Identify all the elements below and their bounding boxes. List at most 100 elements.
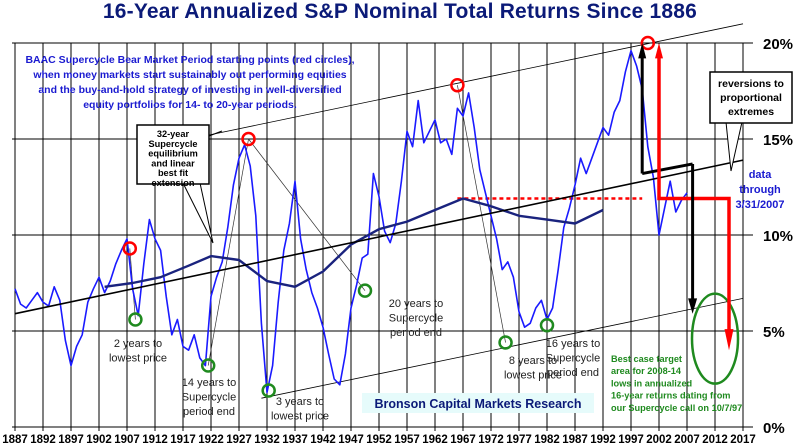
target-note-line: Best case target: [611, 354, 682, 364]
note-annotation-line: 16 years to: [546, 338, 600, 350]
target-note-line: lows in annualized: [611, 378, 692, 388]
equilibrium-box: [136, 124, 210, 185]
equilibrium-box-line: equilibrium: [148, 149, 198, 159]
grid: [12, 42, 753, 428]
equilibrium-box-line: extension: [152, 178, 195, 188]
note-annotation-line: Supercycle: [182, 392, 236, 404]
returns-line: [14, 49, 688, 394]
intro-annotation-line: and the buy-and-hold strategy of investi…: [38, 84, 341, 96]
intro-annotation-line: equity portfolios for 14- to 20-year per…: [83, 99, 297, 111]
red-circle-marker: [241, 131, 256, 147]
green-circle-marker: [200, 358, 216, 373]
equilibrium-box-line: best fit: [158, 168, 188, 178]
black-up-arrow-head: [638, 43, 647, 59]
source-banner-bg: [362, 393, 594, 413]
series-layer: [14, 49, 744, 394]
green-circle-marker: [357, 283, 373, 298]
red-circle-marker: [640, 35, 656, 51]
x-axis: 1887 1892 1897 1902 1907 1912 1917 1922 1927 1932…: [2, 423, 756, 446]
decline-connector-line: [248, 138, 366, 291]
note-annotation-line: Supercycle: [546, 353, 600, 365]
best-fit-extension-thick: [641, 162, 693, 176]
x-tick-label: 1932: [254, 434, 280, 446]
x-tick-label: 1892: [30, 434, 56, 446]
green-circle-marker: [498, 335, 513, 350]
data-through-line: data: [749, 169, 773, 181]
note-annotation-line: lowest price: [504, 370, 562, 382]
x-tick-label: 1987: [562, 434, 588, 446]
note-annotation-line: 3 years to: [276, 396, 324, 408]
red-up-arrow-head: [655, 43, 663, 59]
x-tick-label: 1942: [310, 434, 336, 446]
note-annotation-line: 14 years to: [182, 377, 236, 389]
reversions-box-line: proportional: [720, 92, 782, 104]
x-tick-label: 2012: [702, 434, 728, 446]
x-tick-label: 1902: [86, 434, 112, 446]
note-annotation-line: period end: [547, 367, 599, 379]
x-tick-label: 1962: [422, 434, 448, 446]
chart-title: 16-Year Annualized S&P Nominal Total Ret…: [102, 0, 698, 23]
intro-annotation-line: BAAC Supercycle Bear Market Period start…: [25, 54, 354, 66]
reversions-box-line: reversions to: [718, 78, 784, 90]
x-tick-label: 1997: [618, 434, 644, 446]
x-tick-label: 1922: [198, 434, 224, 446]
x-tick-label: 1912: [142, 434, 168, 446]
target-note-line: 16-year returns dating from: [611, 391, 730, 401]
x-tick-label: 2017: [730, 434, 756, 446]
black-down-arrow-head: [688, 298, 698, 314]
note-annotation-line: 20 years to: [389, 298, 443, 310]
target-note-line: area for 2008-14: [611, 366, 682, 376]
note-annotation-line: Supercycle: [389, 313, 443, 325]
x-tick-label: 1977: [506, 434, 532, 446]
x-tick-label: 1957: [394, 434, 420, 446]
data-through-line: 3/31/2007: [736, 199, 785, 211]
source-label: Bronson Capital Markets Research: [374, 397, 581, 411]
red-down-arrow-head: [724, 329, 734, 351]
target-note-line: our Supercycle call on 10/7/97: [611, 403, 742, 413]
x-tick-label: 1947: [338, 434, 364, 446]
decline-connector-line: [457, 85, 506, 343]
y-tick-label: 15%: [763, 132, 793, 149]
note-annotation-line: period end: [183, 406, 235, 418]
x-tick-label: 1907: [114, 434, 140, 446]
intro-annotation-line: when money markets start sustainably out…: [32, 69, 346, 81]
red-circle-marker: [450, 77, 465, 93]
note-annotation-line: 8 years to: [509, 355, 557, 367]
reversions-callout-pointer: [725, 121, 743, 172]
x-tick-label: 1992: [590, 434, 616, 446]
note-annotation-line: 2 years to: [114, 338, 162, 350]
equilibrium-box-line: 32-year: [157, 129, 190, 139]
y-tick-label: 0%: [763, 420, 785, 437]
annotations-layer: BAAC Supercycle Bear Market Period start…: [25, 54, 793, 423]
y-tick-label: 20%: [763, 36, 793, 53]
green-circle-marker: [261, 383, 276, 398]
green-circle-marker: [539, 317, 555, 333]
best-fit-line: [14, 159, 744, 315]
x-tick-label: 1927: [226, 434, 252, 446]
x-tick-label: 1897: [58, 434, 84, 446]
markers-layer: [122, 35, 740, 398]
y-tick-label: 5%: [763, 324, 785, 341]
x-tick-label: 1967: [450, 434, 476, 446]
data-through-line: through: [739, 184, 781, 196]
x-tick-label: 1952: [366, 434, 392, 446]
note-annotation-line: lowest price: [271, 411, 329, 423]
x-tick-label: 2007: [674, 434, 700, 446]
reversions-box-line: extremes: [728, 106, 774, 118]
equilibrium-line: [104, 197, 604, 288]
reversions-box: [709, 71, 793, 124]
equilibrium-callout-line: [208, 130, 223, 137]
y-axis: 0% 5% 10% 15% 20%: [763, 36, 793, 437]
decline-connector-line: [207, 138, 249, 366]
equilibrium-box-line: and linear: [151, 158, 195, 168]
arrows-layer: [638, 43, 734, 351]
y-tick-label: 10%: [763, 228, 793, 245]
x-tick-label: 1917: [170, 434, 196, 446]
red-circle-marker: [122, 241, 138, 256]
equilibrium-callout-pointer: [182, 182, 214, 244]
equilibrium-box-line: Supercycle: [148, 139, 197, 149]
x-tick-label: 1972: [478, 434, 504, 446]
x-tick-label: 2002: [646, 434, 672, 446]
target-area-ellipse: [690, 292, 740, 385]
